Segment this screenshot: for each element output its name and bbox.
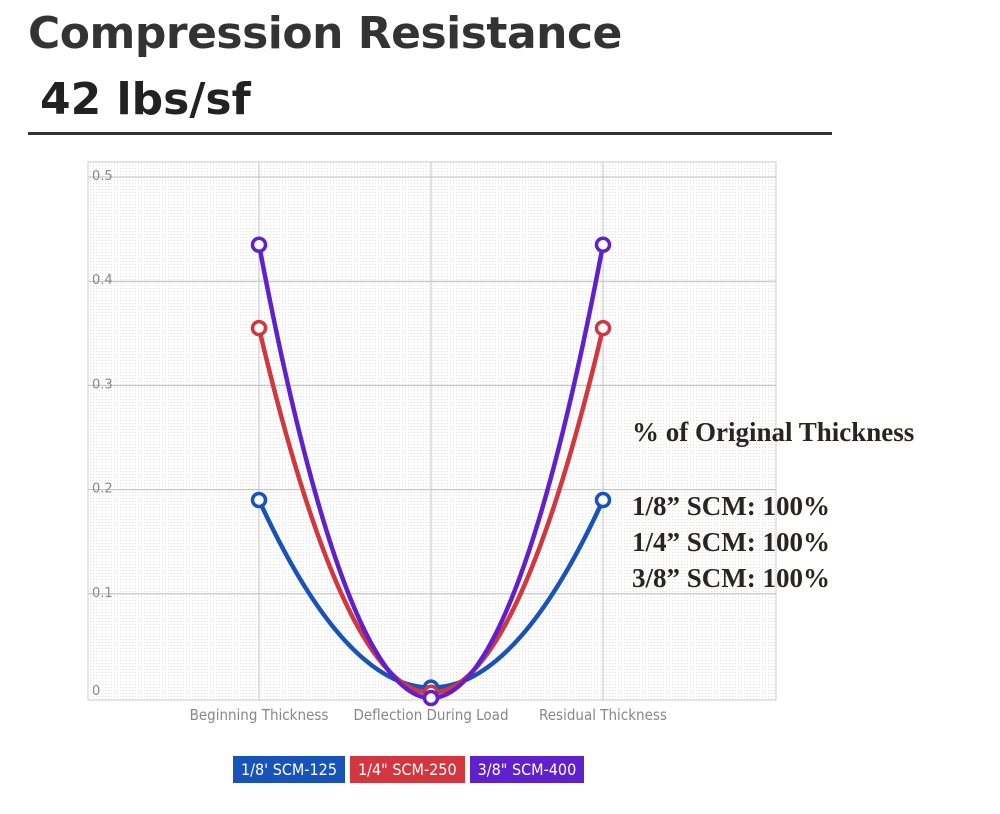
data-point [422,689,440,707]
data-point [250,236,268,253]
y-tick-label: 0.1 [92,586,113,601]
data-point [250,319,268,337]
legend-item: 1/8' SCM-125 [233,756,345,783]
y-tick-label: 0.3 [92,377,113,392]
data-point [594,491,612,509]
y-tick-label: 0.5 [92,169,113,184]
title-divider [28,132,832,135]
x-tick-label: Deflection During Load [353,706,508,724]
x-tick-label: Beginning Thickness [190,706,329,724]
notes-heading: % of Original Thickness [632,417,915,447]
y-tick-label: 0 [92,684,100,699]
notes-line: 1/8” SCM: 100% [632,491,830,521]
tick-layer: 0 0.1 0.2 0.3 0.4 0.5 Beginning Thickness Defle… [92,169,667,724]
data-point [594,319,612,337]
legend-item: 1/4" SCM-250 [349,756,465,783]
notes-line: 3/8” SCM: 100% [632,563,830,593]
x-tick-label: Residual Thickness [539,706,667,724]
grid-layer [87,161,777,701]
chart-subtitle: 42 lbs/sf [40,74,251,125]
legend-item: 3/8" SCM-400 [469,756,585,783]
y-tick-label: 0.2 [92,482,113,497]
y-tick-label: 0.4 [92,273,113,288]
data-point [250,491,268,509]
plot-background [88,162,776,700]
chart-title: Compression Resistance [28,8,622,59]
point-layer [250,236,612,707]
legend: 1/8' SCM-125 1/4" SCM-250 3/8" SCM-400 [233,756,585,783]
data-point [594,236,612,253]
notes-line: 1/4” SCM: 100% [632,527,830,557]
